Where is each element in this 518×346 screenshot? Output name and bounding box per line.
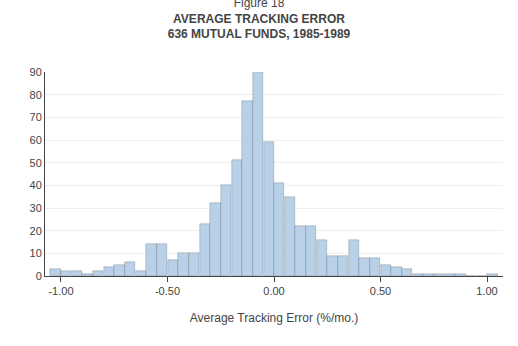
svg-text:-0.50: -0.50 [155, 285, 180, 297]
svg-text:70: 70 [30, 111, 42, 123]
svg-text:90: 90 [30, 66, 42, 78]
svg-text:1.00: 1.00 [476, 285, 497, 297]
svg-text:0.00: 0.00 [263, 285, 284, 297]
svg-text:0: 0 [36, 270, 42, 282]
svg-text:0.50: 0.50 [370, 285, 391, 297]
svg-text:Figure 18AVERAGE TRACKING ERRO: Figure 18AVERAGE TRACKING ERROR636 MUTUA… [168, 0, 351, 41]
svg-text:80: 80 [30, 89, 42, 101]
svg-text:20: 20 [30, 225, 42, 237]
svg-text:10: 10 [30, 247, 42, 259]
svg-text:Average Tracking Error (%/mo.): Average Tracking Error (%/mo.) [190, 311, 359, 325]
svg-text:60: 60 [30, 134, 42, 146]
svg-text:30: 30 [30, 202, 42, 214]
svg-text:40: 40 [30, 179, 42, 191]
svg-text:50: 50 [30, 157, 42, 169]
svg-text:-1.00: -1.00 [48, 285, 73, 297]
